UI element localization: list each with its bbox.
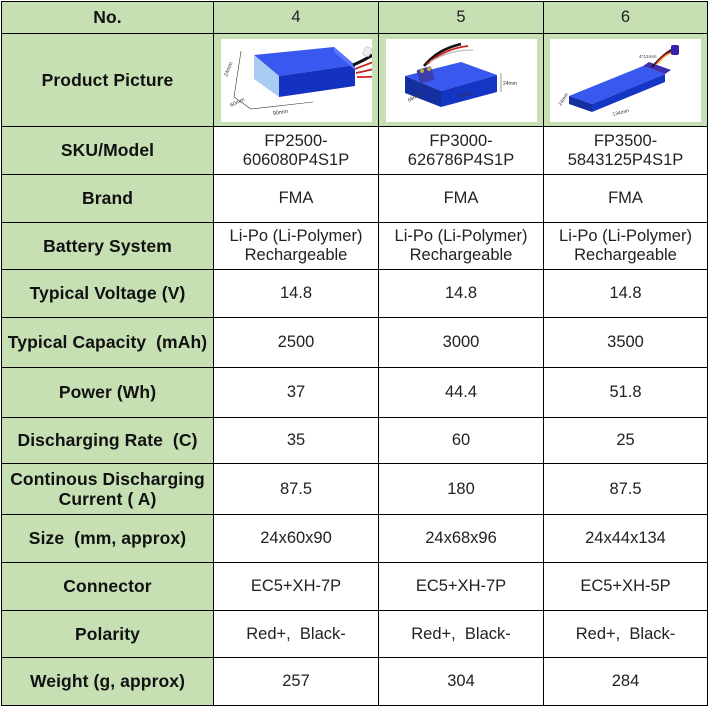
svg-text:134mm: 134mm — [612, 108, 630, 118]
svg-text:60mm: 60mm — [229, 96, 246, 108]
svg-text:24mm: 24mm — [503, 81, 517, 87]
svg-text:90mm: 90mm — [272, 108, 288, 116]
svg-text:4*11mm: 4*11mm — [639, 54, 657, 60]
svg-text:24mm: 24mm — [557, 92, 569, 107]
svg-text:24mm: 24mm — [223, 60, 234, 77]
